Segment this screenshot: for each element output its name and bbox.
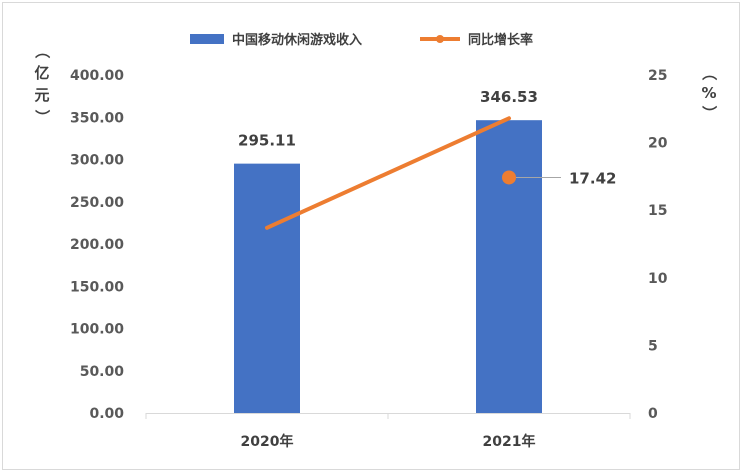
right-axis-title-char: （ bbox=[700, 65, 718, 80]
legend-label-revenue: 中国移动休闲游戏收入 bbox=[232, 32, 362, 48]
bar-series bbox=[234, 120, 542, 413]
chart-frame bbox=[2, 2, 740, 470]
x-tick-label: 2021年 bbox=[483, 433, 536, 450]
right-tick-label: 25 bbox=[648, 68, 667, 84]
right-tick-label: 10 bbox=[648, 271, 668, 287]
left-tick-label: 50.00 bbox=[80, 364, 125, 380]
right-axis-title: （% ） bbox=[700, 65, 718, 120]
left-axis-title-char: 元 bbox=[34, 86, 49, 104]
left-tick-label: 0.00 bbox=[89, 406, 124, 422]
left-tick-label: 200.00 bbox=[70, 237, 124, 253]
left-axis-ticks: 0.00 50.00 100.00 150.00 200.00 250.00 300.00 3… bbox=[70, 68, 124, 422]
bar-data-labels: 295.11 346.53 bbox=[238, 88, 538, 149]
right-tick-label: 20 bbox=[648, 136, 668, 152]
left-tick-label: 400.00 bbox=[70, 68, 124, 84]
legend-swatch-growth-marker bbox=[436, 35, 444, 43]
line-series bbox=[265, 116, 511, 230]
right-axis-title-char: ） bbox=[700, 105, 718, 120]
growth-line bbox=[265, 116, 511, 230]
right-tick-label: 15 bbox=[648, 203, 667, 219]
right-tick-label: 5 bbox=[648, 338, 658, 354]
left-tick-label: 150.00 bbox=[70, 279, 124, 295]
right-axis-title-char: % bbox=[701, 84, 716, 102]
left-axis-title-char: 亿 bbox=[34, 64, 49, 82]
legend-label-growth: 同比增长率 bbox=[468, 32, 533, 48]
legend: 中国移动休闲游戏收入 同比增长率 bbox=[190, 32, 533, 48]
bar bbox=[234, 163, 300, 413]
legend-swatch-revenue bbox=[190, 34, 224, 44]
left-axis-title-char: （ bbox=[33, 43, 51, 58]
callout-label: 17.42 bbox=[569, 169, 616, 187]
bar bbox=[476, 120, 542, 413]
left-axis-title-char: ） bbox=[33, 109, 51, 124]
point-callout: 17.42 bbox=[502, 169, 616, 187]
x-tick-label: 2020年 bbox=[241, 433, 294, 450]
left-axis-title: （ 亿元 ） bbox=[33, 43, 51, 124]
left-tick-label: 100.00 bbox=[70, 322, 124, 338]
bar-data-label: 295.11 bbox=[238, 132, 296, 150]
left-tick-label: 350.00 bbox=[70, 110, 124, 126]
bar-data-label: 346.53 bbox=[480, 88, 538, 106]
left-tick-label: 300.00 bbox=[70, 153, 124, 169]
callout-marker bbox=[502, 170, 516, 185]
left-tick-label: 250.00 bbox=[70, 195, 124, 211]
right-tick-label: 0 bbox=[648, 406, 658, 422]
right-axis-ticks: 0 5 10 15 20 25 bbox=[648, 68, 668, 422]
x-axis-ticks: 2020年 2021年 bbox=[145, 413, 631, 450]
